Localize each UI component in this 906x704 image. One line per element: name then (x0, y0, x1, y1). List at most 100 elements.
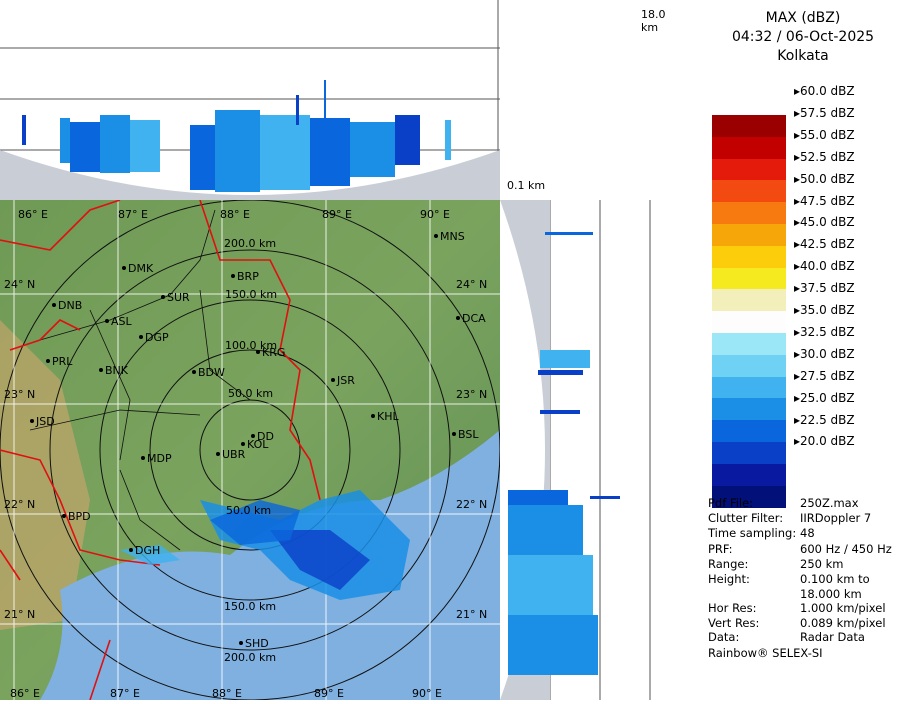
ew-echo-band (22, 80, 451, 192)
ns-cross-section-panel (500, 200, 700, 700)
legend-label: ▸27.5 dBZ (794, 368, 855, 383)
city-marker (434, 234, 438, 238)
legend-label: ▸45.0 dBZ (794, 215, 855, 230)
city-label: DGH (135, 544, 160, 557)
longitude-label: 88° E (212, 687, 242, 700)
city-label: DGP (145, 331, 169, 344)
city-marker (231, 274, 235, 278)
city-label: BRP (237, 270, 259, 283)
longitude-label: 86° E (18, 208, 48, 221)
metadata-value: 250Z.max (800, 496, 859, 510)
legend-swatch (712, 267, 786, 290)
longitude-label: 90° E (412, 687, 442, 700)
city-label: SUR (167, 291, 190, 304)
metadata-key: Time sampling: (708, 526, 797, 540)
city-marker (99, 368, 103, 372)
timestamp: 04:32 / 06-Oct-2025 (731, 29, 875, 45)
city-label: PRL (52, 355, 73, 368)
legend-label: ▸22.5 dBZ (794, 412, 855, 427)
metadata-key: Height: (708, 572, 750, 586)
metadata-key: Pdf File: (708, 496, 754, 510)
city-label: BPD (68, 510, 91, 523)
city-marker (452, 432, 456, 436)
city-label: MDP (147, 452, 172, 465)
ns-cross-section-chart (500, 200, 651, 700)
city-label: DD (257, 430, 274, 443)
city-marker (139, 335, 143, 339)
legend-swatch (712, 158, 786, 181)
legend-swatch (712, 485, 786, 508)
city-marker (141, 456, 145, 460)
city-label: BNK (105, 364, 129, 377)
legend-label: ▸40.0 dBZ (794, 259, 855, 274)
ew-cross-section-chart (0, 0, 500, 200)
legend-swatch (712, 224, 786, 247)
latitude-label: 23° N (456, 388, 487, 401)
longitude-label: 89° E (314, 687, 344, 700)
legend-label: ▸35.0 dBZ (794, 303, 855, 317)
metadata-key: Clutter Filter: (708, 511, 784, 525)
range-ring-label: 150.0 km (225, 288, 277, 301)
legend-swatch (712, 311, 786, 334)
metadata-value: 18.000 km (800, 587, 862, 601)
legend-label: ▸37.5 dBZ (794, 281, 855, 296)
latitude-label: 23° N (4, 388, 35, 401)
legend-swatch (712, 398, 786, 421)
city-label: BSL (458, 428, 479, 441)
legend-swatch (712, 333, 786, 356)
city-label: UBR (222, 448, 246, 461)
city-label: ASL (111, 315, 133, 328)
metadata-key: Hor Res: (708, 601, 757, 615)
city-label: JSR (336, 374, 355, 387)
legend-swatch (712, 115, 786, 138)
legend-swatch (712, 376, 786, 399)
radar-map[interactable]: 86° E 87° E 88° E 89° E 90° E 86° E 87° E 88° E… (0, 200, 500, 700)
city-marker (52, 303, 56, 307)
height-bottom-label: 0.1 km (507, 179, 546, 192)
legend-swatch (712, 136, 786, 160)
legend-swatch (712, 442, 786, 465)
city-label: KOL (247, 438, 269, 451)
city-marker (161, 295, 165, 299)
longitude-label: 87° E (118, 208, 148, 221)
metadata-value: Radar Data (800, 630, 865, 644)
city-marker (241, 442, 245, 446)
city-label: BDW (198, 366, 225, 379)
range-ring-label: 50.0 km (228, 387, 273, 400)
metadata-value: 1.000 km/pixel (800, 601, 886, 615)
legend-label: ▸52.5 dBZ (794, 149, 855, 164)
city-label: DNB (58, 299, 82, 312)
legend-swatch (712, 420, 786, 443)
range-ring-label: 50.0 km (226, 504, 271, 517)
height-top-label: 18.0 km (641, 8, 666, 34)
city-marker (239, 641, 243, 645)
city-marker (192, 370, 196, 374)
product-title: MAX (dBZ) (765, 10, 841, 26)
latitude-label: 24° N (4, 278, 35, 291)
metadata-key: PRF: (708, 542, 733, 556)
reflectivity-echoes (120, 490, 410, 600)
city-marker (62, 514, 66, 518)
longitude-label: 87° E (110, 687, 140, 700)
legend-swatch (712, 289, 786, 312)
range-ring-label: 200.0 km (224, 651, 276, 664)
legend-label: ▸20.0 dBZ (794, 434, 855, 449)
legend-swatch (712, 463, 786, 487)
city-label: SHD (245, 637, 269, 650)
longitude-label: 90° E (420, 208, 450, 221)
city-marker (30, 419, 34, 423)
legend-label: ▸32.5 dBZ (794, 324, 855, 339)
city-marker (371, 414, 375, 418)
city-marker (251, 434, 255, 438)
range-ring-label: 100.0 km (225, 339, 277, 352)
city-marker (331, 378, 335, 382)
legend-label: ▸30.0 dBZ (794, 346, 855, 361)
legend-label: ▸25.0 dBZ (794, 390, 855, 405)
longitude-label: 89° E (322, 208, 352, 221)
legend-label: ▸60.0 dBZ (794, 84, 855, 98)
info-panel: MAX (dBZ) 04:32 / 06-Oct-2025 Kolkata ▸6… (700, 0, 906, 700)
metadata-key: Range: (708, 557, 749, 571)
legend-swatch (712, 202, 786, 225)
range-ring-label: 200.0 km (224, 237, 276, 250)
latitude-label: 21° N (456, 608, 487, 621)
